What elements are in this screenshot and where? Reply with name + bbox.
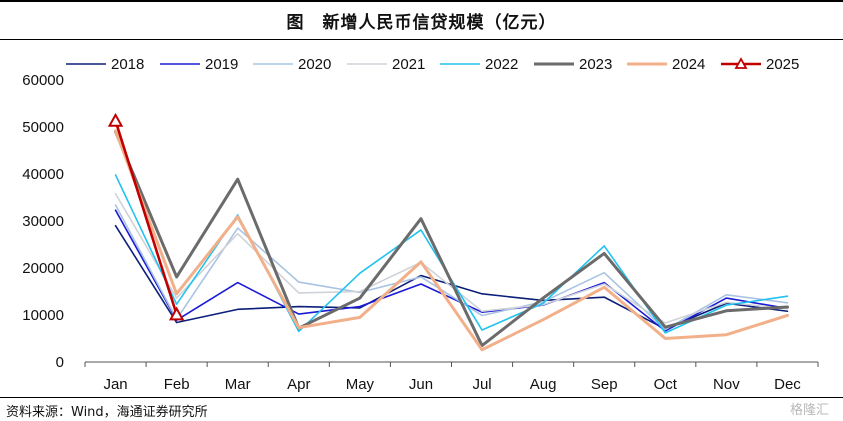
chart-title: 图 新增人民币信贷规模（亿元） xyxy=(286,13,557,33)
plot-area xyxy=(107,112,789,352)
series-line-2018 xyxy=(114,224,789,330)
legend-label-2021: 2021 xyxy=(392,56,425,73)
series-marker-2025 xyxy=(168,306,185,321)
y-tick-label: 30000 xyxy=(22,213,64,230)
series-line-2021 xyxy=(114,192,789,324)
legend-label-2022: 2022 xyxy=(485,56,518,73)
legend-label-2024: 2024 xyxy=(672,56,705,73)
x-tick-label: Jul xyxy=(472,376,491,393)
series-line-2019 xyxy=(114,209,789,332)
legend-label-2018: 2018 xyxy=(111,56,144,73)
x-tick-label: Dec xyxy=(774,376,801,393)
x-tick-label: Jun xyxy=(409,376,433,393)
x-tick-label: May xyxy=(346,376,375,393)
legend: 2018 2019 2020 2021 2022 2023 2024 2025 xyxy=(66,56,799,73)
legend-marker-2025 xyxy=(734,57,748,69)
source-note: 资料来源：Wind，海通证券研究所 xyxy=(6,405,208,420)
x-tick-label: Oct xyxy=(654,376,678,393)
watermark: 格隆汇 xyxy=(789,403,829,418)
y-tick-label: 40000 xyxy=(22,166,64,183)
footer-divider xyxy=(0,397,843,398)
legend-label-2020: 2020 xyxy=(298,56,331,73)
x-tick-label: Feb xyxy=(164,376,190,393)
title-bar: 图 新增人民币信贷规模（亿元） xyxy=(0,0,843,40)
y-tick-label: 10000 xyxy=(22,307,64,324)
x-tick-label: Sep xyxy=(591,376,618,393)
x-tick-label: Aug xyxy=(530,376,557,393)
legend-label-2019: 2019 xyxy=(205,56,238,73)
series-line-2023 xyxy=(114,130,789,348)
line-chart: 2018 2019 2020 2021 2022 2023 2024 2025 0 10000 2… xyxy=(22,56,819,393)
series-line-2024 xyxy=(114,129,789,352)
series-line-2025 xyxy=(114,119,178,316)
y-tick-label: 20000 xyxy=(22,260,64,277)
x-tick-label: Jan xyxy=(103,376,127,393)
legend-label-2023: 2023 xyxy=(579,56,612,73)
x-tick-label: Mar xyxy=(225,376,251,393)
x-axis: Jan Feb Mar Apr May Jun Jul Aug Sep Oct Nov Dec xyxy=(84,361,819,393)
x-tick-label: Apr xyxy=(287,376,310,393)
legend-label-2025: 2025 xyxy=(766,56,799,73)
y-axis: 0 10000 20000 30000 40000 50000 60000 xyxy=(22,72,64,371)
x-tick-label: Nov xyxy=(713,376,740,393)
y-tick-label: 0 xyxy=(56,354,64,371)
series-line-2020 xyxy=(114,204,789,331)
series-line-2022 xyxy=(114,174,789,334)
y-tick-label: 50000 xyxy=(22,119,64,136)
y-tick-label: 60000 xyxy=(22,72,64,89)
series-marker-2025 xyxy=(107,112,124,127)
